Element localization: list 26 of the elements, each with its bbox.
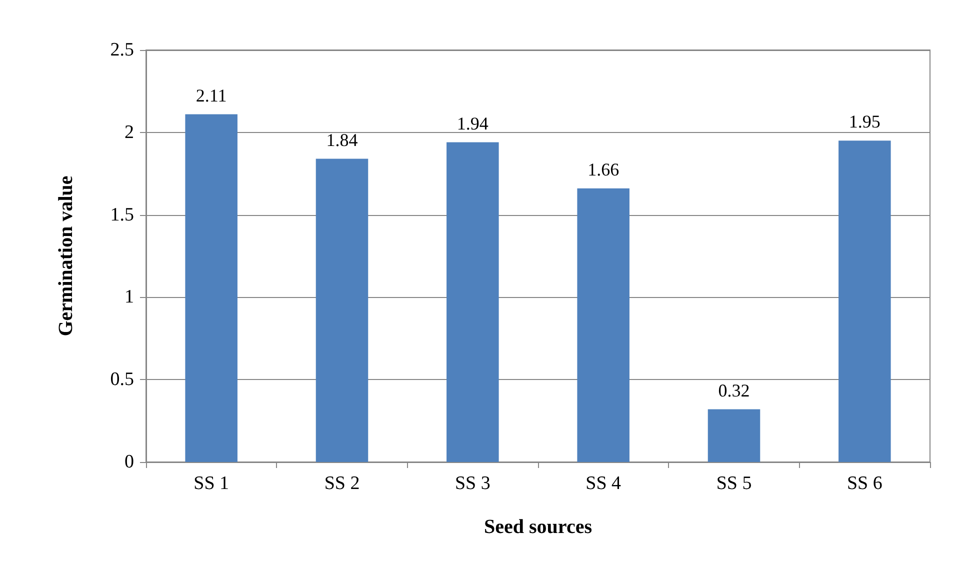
y-tick-label: 2.5: [110, 40, 134, 60]
y-tick-label: 1: [124, 286, 134, 308]
y-tick-label: 0: [124, 452, 134, 472]
data-label: 1.84: [326, 130, 358, 150]
data-label: 2.11: [196, 85, 227, 106]
bar: [446, 142, 499, 462]
y-tick-label: 2: [124, 122, 134, 143]
y-tick-label: 1.5: [110, 204, 134, 226]
x-tick-label: SS 1: [194, 473, 230, 494]
x-tick-label: SS 4: [586, 473, 622, 494]
bar: [577, 188, 630, 462]
y-axis-title: Germination value: [55, 176, 77, 336]
bar: [316, 158, 368, 462]
data-label: 1.66: [588, 159, 620, 180]
bar: [708, 409, 760, 462]
bar: [185, 114, 238, 462]
data-label: 1.94: [456, 113, 488, 134]
x-tick-label: SS 2: [324, 473, 360, 494]
x-tick-label: SS 6: [846, 473, 882, 494]
x-tick-label: SS 3: [454, 473, 490, 494]
y-tick-label: 0.5: [110, 369, 134, 390]
bar: [838, 140, 891, 462]
data-label: 1.95: [848, 112, 880, 132]
data-label: 0.32: [718, 380, 750, 400]
x-axis-title: Seed sources: [484, 516, 592, 538]
x-tick-label: SS 5: [716, 473, 752, 494]
